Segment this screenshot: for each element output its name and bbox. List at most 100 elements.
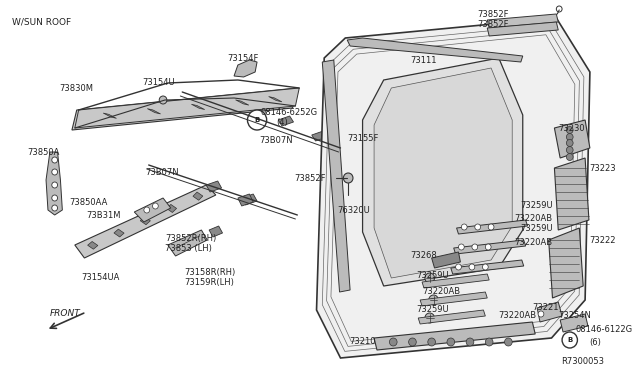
Circle shape [248,110,267,130]
Circle shape [152,203,158,209]
Circle shape [389,338,397,346]
Polygon shape [134,198,171,222]
Text: 73210: 73210 [349,337,376,346]
Text: 73852F: 73852F [294,173,326,183]
Text: 73220AB: 73220AB [515,214,552,222]
Polygon shape [269,97,282,102]
Polygon shape [420,292,487,306]
Text: 73220AB: 73220AB [422,288,460,296]
Text: 73850AA: 73850AA [69,198,108,206]
Circle shape [447,338,454,346]
Text: 73830M: 73830M [60,83,93,93]
Text: FRONT: FRONT [50,309,81,318]
Text: 73259U: 73259U [520,224,552,232]
Circle shape [485,244,491,250]
Text: 73852F: 73852F [477,10,509,19]
Text: 73259U: 73259U [520,201,552,209]
Circle shape [483,264,488,270]
Polygon shape [548,228,583,298]
Circle shape [52,157,58,163]
Polygon shape [72,88,298,130]
Polygon shape [114,229,124,237]
Text: 73220AB: 73220AB [499,311,537,320]
Text: 73852R(RH): 73852R(RH) [165,234,216,243]
Polygon shape [75,185,216,258]
Text: (6): (6) [589,337,601,346]
Polygon shape [166,205,177,212]
Circle shape [52,195,58,201]
Text: 73154UA: 73154UA [81,273,120,282]
Polygon shape [374,68,512,278]
Circle shape [52,205,58,211]
Text: 73259U: 73259U [416,305,449,314]
Circle shape [566,134,573,141]
Polygon shape [554,120,590,158]
Circle shape [566,140,573,147]
Circle shape [566,154,573,160]
Polygon shape [454,240,525,254]
Polygon shape [103,113,116,118]
Text: 73111: 73111 [410,55,437,64]
Text: 76320U: 76320U [338,205,371,215]
Text: 73850A: 73850A [27,148,60,157]
Polygon shape [348,38,523,62]
Polygon shape [418,310,485,324]
Circle shape [144,207,150,213]
Circle shape [52,169,58,175]
Text: 73222: 73222 [589,235,616,244]
Polygon shape [317,18,590,358]
Polygon shape [338,138,365,168]
Text: W/SUN ROOF: W/SUN ROOF [12,17,70,26]
Text: 73223: 73223 [589,164,616,173]
Text: B: B [255,117,260,123]
Polygon shape [206,181,221,192]
Text: 73220AB: 73220AB [515,237,552,247]
Circle shape [52,182,58,188]
Circle shape [556,6,562,12]
Polygon shape [554,158,589,230]
Circle shape [461,224,467,230]
Text: B: B [567,337,572,343]
Circle shape [425,313,435,323]
Circle shape [472,244,477,250]
Text: 73155F: 73155F [348,134,379,142]
Polygon shape [75,88,300,128]
Text: R7300053: R7300053 [561,357,604,366]
Text: (4): (4) [276,118,288,126]
Polygon shape [193,192,203,200]
Text: 73259U: 73259U [416,270,449,279]
Polygon shape [168,230,207,256]
Polygon shape [191,104,205,109]
Circle shape [504,338,512,346]
Circle shape [469,264,475,270]
Text: 73852F: 73852F [477,19,509,29]
Text: 73B07N: 73B07N [146,167,179,176]
Circle shape [485,338,493,346]
Circle shape [458,244,464,250]
Polygon shape [278,116,294,126]
Polygon shape [236,100,249,105]
Text: 73853 (LH): 73853 (LH) [165,244,212,253]
Polygon shape [312,131,327,141]
Circle shape [566,147,573,154]
Circle shape [344,173,353,183]
Circle shape [538,311,544,317]
Circle shape [408,338,416,346]
Polygon shape [487,14,558,28]
Text: 73254N: 73254N [558,311,591,320]
Circle shape [566,126,573,134]
Circle shape [429,295,438,305]
Text: 73154F: 73154F [227,54,259,62]
Polygon shape [147,109,161,114]
Circle shape [466,338,474,346]
Text: 73268: 73268 [410,250,437,260]
Polygon shape [234,60,257,77]
Polygon shape [238,194,253,206]
Polygon shape [537,302,562,322]
Polygon shape [451,260,524,274]
Circle shape [488,224,494,230]
Polygon shape [88,241,98,249]
Polygon shape [46,152,62,215]
Text: 08146-6252G: 08146-6252G [261,108,318,116]
Text: 08146-6122G: 08146-6122G [575,326,632,334]
